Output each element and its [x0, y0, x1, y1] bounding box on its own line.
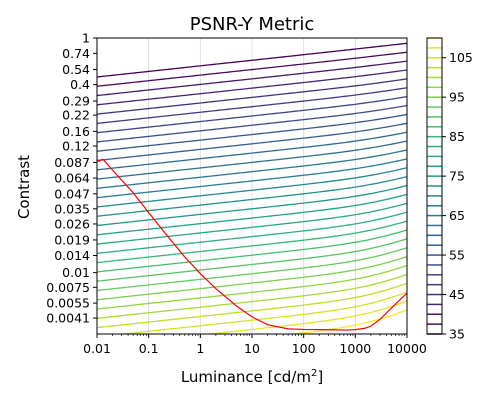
contour-line: [97, 51, 407, 87]
contour-line: [97, 184, 407, 227]
y-axis-label: Contrast: [15, 155, 33, 219]
x-axis-label: Luminance [cd/m2]: [181, 368, 323, 386]
colorbar-tick-label: 55: [449, 248, 465, 263]
contour-line: [97, 247, 407, 292]
contour-line: [97, 113, 407, 152]
colorbar: 35 45 55 65 75 85 95 105: [426, 37, 473, 342]
colorbar-tick-label: 35: [449, 327, 465, 342]
colorbar-frame: [426, 37, 443, 335]
contour-line: [97, 122, 407, 162]
contour-line: [97, 104, 407, 143]
y-tick-label: 0.064: [54, 171, 90, 186]
contour-line: [97, 60, 407, 97]
y-tick-label: 0.014: [54, 248, 90, 263]
x-axis: 0.01 0.1 1 10 100 1000 10000: [83, 334, 427, 356]
contour-line: [97, 69, 407, 106]
contour-line: [97, 87, 407, 125]
x-tick-label: 10000: [387, 341, 427, 356]
contour-line: [97, 96, 407, 134]
x-tick-label: 10: [244, 341, 260, 356]
x-tick-label: 0.1: [139, 341, 159, 356]
y-tick-label: 0.74: [62, 46, 90, 61]
contour-line: [97, 149, 407, 190]
red-curve: [97, 158, 407, 331]
contour-line: [97, 202, 407, 245]
y-tick-label: 0.019: [54, 232, 90, 247]
colorbar-tick-label: 105: [449, 50, 473, 65]
contour-line: [97, 78, 407, 115]
contour-line: [203, 300, 407, 334]
contour-line: [288, 309, 407, 334]
contour-line: [97, 273, 407, 319]
y-tick-label: 1: [82, 31, 90, 46]
contour-line: [97, 167, 407, 208]
y-tick-label: 0.54: [62, 62, 90, 77]
y-tick-label: 0.29: [62, 94, 90, 109]
contour-line: [97, 158, 407, 199]
contour-line: [97, 282, 407, 329]
contour-line: [97, 176, 407, 217]
colorbar-tick-label: 45: [449, 287, 465, 302]
x-tick-label: 1: [196, 341, 204, 356]
y-tick-label: 0.035: [54, 201, 90, 216]
y-tick-label: 0.026: [54, 216, 90, 231]
contour-line: [117, 291, 407, 334]
contour-line: [97, 140, 407, 180]
x-tick-label: 1000: [339, 341, 371, 356]
y-tick-label: 0.0075: [46, 280, 90, 295]
y-tick-label: 0.12: [62, 139, 90, 154]
contour-line: [97, 42, 407, 78]
y-tick-label: 0.047: [54, 186, 90, 201]
x-tick-label: 100: [292, 341, 316, 356]
contour-line: [97, 211, 407, 254]
y-tick-label: 0.087: [54, 155, 90, 170]
y-tick-label: 0.01: [62, 265, 90, 280]
y-tick-label: 0.0055: [46, 296, 90, 311]
x-tick-label: 0.01: [83, 341, 111, 356]
y-tick-label: 0.16: [62, 124, 90, 139]
curve-layer: [97, 158, 407, 331]
contour-line: [97, 220, 407, 264]
contour-line: [97, 264, 407, 310]
colorbar-tick-label: 75: [449, 169, 465, 184]
colorbar-tick-label: 95: [449, 90, 465, 105]
y-tick-label: 0.22: [62, 108, 90, 123]
contour-line: [97, 256, 407, 301]
y-axis: 10.740.540.40.290.220.160.120.0870.0640.…: [46, 31, 97, 326]
contour-layer: [97, 42, 407, 334]
chart-title: PSNR-Y Metric: [190, 14, 315, 35]
colorbar-tick-label: 85: [449, 129, 465, 144]
contour-line: [97, 193, 407, 236]
y-tick-label: 0.0041: [46, 311, 90, 326]
y-tick-label: 0.4: [70, 77, 90, 92]
colorbar-tick-label: 65: [449, 208, 465, 223]
contour-line: [97, 131, 407, 171]
contour-line: [97, 229, 407, 273]
contour-line: [97, 238, 407, 282]
